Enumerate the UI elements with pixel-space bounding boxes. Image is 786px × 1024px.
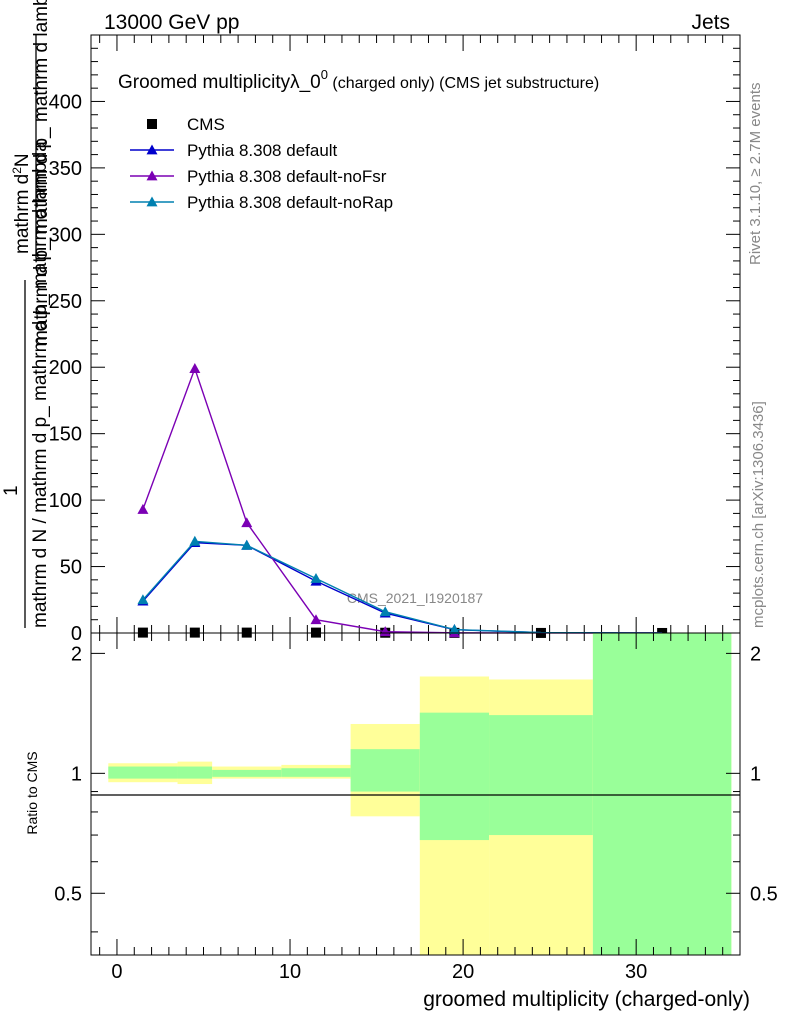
x-tick-label: 30 xyxy=(625,961,647,983)
series-marker xyxy=(448,624,460,634)
series-1 xyxy=(137,537,663,635)
legend-label: CMS xyxy=(187,115,225,134)
y-label-one-denominator: mathrm d N / mathrm d p_ mathrm d p_ mat… xyxy=(30,141,51,628)
legend-item: Pythia 8.308 default-noFsr xyxy=(130,167,387,186)
ratio-y-tick-label: 1 xyxy=(71,763,82,785)
ratio-band-green xyxy=(212,769,282,777)
main-x-ticks xyxy=(99,35,724,633)
process-label: Jets xyxy=(691,11,730,34)
series-marker xyxy=(379,606,391,617)
ratio-band-green xyxy=(592,633,732,955)
ratio-y-axis: 0.5 0.5 1 1 2 2 xyxy=(54,643,778,933)
ratio-frame xyxy=(90,632,741,956)
y-label-num-part1: mathrm d xyxy=(12,174,33,254)
legend: CMS Pythia 8.308 default Pythia 8.308 defa… xyxy=(130,115,393,212)
series-marker xyxy=(137,503,149,514)
series-marker xyxy=(189,363,201,373)
y-tick-label: 200 xyxy=(49,357,82,379)
legend-item: Pythia 8.308 default-noRap xyxy=(130,193,393,212)
main-panel: 0 50 100 150 200 250 300 350 400 CMS_2021_I19201… xyxy=(49,34,741,645)
legend-swatch xyxy=(146,170,158,181)
y-tick-label: 400 xyxy=(49,91,82,113)
legend-label: Pythia 8.308 default-noFsr xyxy=(187,167,387,186)
ratio-band-green xyxy=(350,749,420,792)
y-tick-label: 0 xyxy=(71,623,82,645)
ratio-band-green xyxy=(281,768,351,777)
series-marker xyxy=(137,594,149,605)
main-y-axis: 0 50 100 150 200 250 300 350 400 xyxy=(49,47,740,645)
y-label-numerator: mathrm d2N xyxy=(10,153,33,254)
chart-title-sup: 0 xyxy=(321,67,328,82)
ratio-band-green xyxy=(419,712,490,841)
y-label-num-part2: N xyxy=(12,153,33,167)
chart-title-tail: (charged only) (CMS jet substructure) xyxy=(328,75,599,92)
legend-item: CMS xyxy=(147,115,225,134)
legend-swatch xyxy=(147,119,157,129)
legend-swatch xyxy=(146,196,158,207)
legend-label: Pythia 8.308 default xyxy=(187,141,338,160)
y-label-num-sup: 2 xyxy=(10,167,24,174)
ratio-y-tick-label: 0.5 xyxy=(54,883,82,905)
main-y-label: mathrm d2N mathrm d p_ mathrm d p_ mathr… xyxy=(1,0,52,628)
series-marker xyxy=(310,573,322,583)
ratio-y-label: Ratio to CMS xyxy=(24,751,40,834)
y-label-one: 1 xyxy=(1,485,22,496)
rivet-label: Rivet 3.1.10, ≥ 2.7M events xyxy=(747,83,764,266)
ratio-band-green xyxy=(489,715,593,836)
legend-label: Pythia 8.308 default-noRap xyxy=(187,193,393,212)
series-marker xyxy=(310,614,322,625)
energy-label: 13000 GeV pp xyxy=(104,11,239,34)
x-axis-label: groomed multiplicity (charged-only) xyxy=(423,988,750,1011)
y-tick-label: 100 xyxy=(49,490,82,512)
x-tick-label: 10 xyxy=(279,961,301,983)
ratio-y-tick-label-right: 0.5 xyxy=(750,883,778,905)
chart-title-main: Groomed multiplicityλ_0 xyxy=(118,72,321,93)
series-3 xyxy=(137,535,663,634)
series-line xyxy=(142,541,663,634)
legend-item: Pythia 8.308 default xyxy=(130,141,338,160)
ratio-band-green xyxy=(177,766,213,779)
y-tick-label: 300 xyxy=(49,224,82,246)
series-marker xyxy=(189,535,201,546)
series-marker xyxy=(379,626,391,637)
series-marker xyxy=(241,539,253,550)
uncertainty-bands xyxy=(108,633,732,955)
y-tick-label: 350 xyxy=(49,158,82,180)
legend-swatch xyxy=(146,144,158,155)
ratio-y-tick-label: 2 xyxy=(71,643,82,665)
chart-title: Groomed multiplicityλ_00 (charged only) … xyxy=(118,67,599,93)
series-line xyxy=(142,540,663,634)
analysis-watermark: CMS_2021_I1920187 xyxy=(347,590,483,606)
x-tick-label: 0 xyxy=(111,961,122,983)
y-tick-label: 250 xyxy=(49,291,82,313)
ratio-y-tick-label-right: 1 xyxy=(750,763,761,785)
ratio-band-green xyxy=(108,766,178,779)
mcplots-label: mcplots.cern.ch [arXiv:1306.3436] xyxy=(750,401,767,628)
y-tick-label: 50 xyxy=(60,557,82,579)
series-marker xyxy=(241,517,253,528)
y-tick-label: 150 xyxy=(49,424,82,446)
x-tick-label: 20 xyxy=(452,961,474,983)
ratio-panel: 0.5 0.5 1 1 2 2 0 10 20 30 Ratio to CMS groomed … xyxy=(24,632,778,1011)
x-axis: 0 10 20 30 xyxy=(99,633,724,983)
ratio-y-tick-label-right: 2 xyxy=(750,643,761,665)
